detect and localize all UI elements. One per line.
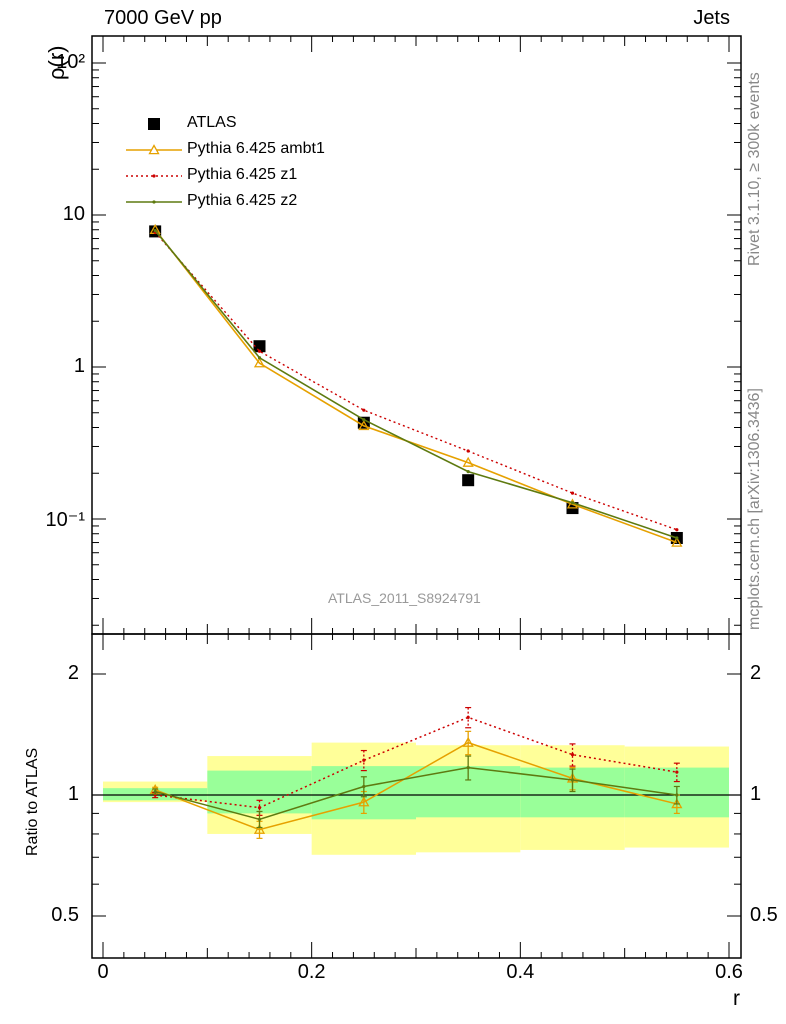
ratio-ytick-label-left: 2 [67, 662, 79, 684]
legend-triangle [148, 144, 160, 155]
z2-point-5 [675, 536, 679, 540]
ratio-bands [92, 742, 741, 855]
ratio-point-1-3 [466, 715, 470, 719]
ratio-point-2-0 [153, 789, 157, 794]
xtick-label: 0.2 [297, 961, 326, 983]
ratio-y-axis-label: Ratio to ATLAS [24, 747, 41, 856]
ratio-point-2-5 [675, 793, 679, 797]
main-line-2 [154, 231, 678, 531]
ratio-point-1-4 [570, 753, 575, 757]
z1-point-1 [257, 349, 262, 353]
ratio-ambt1-point-1 [253, 823, 266, 834]
header-left: 7000 GeV pp [104, 7, 222, 29]
ratio-point-2-4 [570, 778, 575, 782]
axes-frame [91, 35, 742, 959]
ratio-line-1 [155, 716, 677, 809]
xtick-label: 0 [97, 961, 109, 983]
legend-label-3: Pythia 6.425 z2 [187, 192, 298, 209]
main-ytick-label: 10⁻¹ [45, 509, 85, 531]
rivet-version-label: Rivet 3.1.10, ≥ 300k events [746, 72, 763, 266]
ratio-ytick-label-right: 1 [750, 783, 762, 805]
z1-point-2 [362, 408, 366, 412]
xtick-label: 0.6 [715, 961, 743, 983]
legend-label-2: Pythia 6.425 z1 [187, 166, 298, 183]
main-ytick-label: 10 [62, 203, 85, 225]
z2-point-3 [466, 470, 470, 474]
legend-dot-2 [152, 174, 156, 178]
mcplots-label: mcplots.cern.ch [arXiv:1306.3436] [746, 388, 763, 630]
ratio-point-2-3 [466, 765, 470, 770]
xtick-label: 0.4 [506, 961, 535, 983]
legend-dot-3 [152, 200, 156, 204]
ambt1-point-3 [462, 456, 474, 467]
ratio-point-1-1 [257, 806, 262, 810]
z1-point-4 [570, 491, 575, 495]
atlas-point-3 [462, 474, 475, 487]
ratio-point-1-5 [675, 770, 679, 774]
z2-point-0 [153, 228, 157, 233]
ratio-point-1-2 [362, 758, 366, 762]
ratio-ytick-label-left: 0.5 [51, 904, 79, 926]
z2-point-2 [362, 418, 366, 422]
main-line-1 [154, 229, 678, 544]
x-axis-label: r [733, 987, 740, 1010]
ratio-ambt1-point-3 [462, 736, 474, 747]
legend [126, 118, 182, 204]
ambt1-point-1 [253, 357, 266, 368]
analysis-label: ATLAS_2011_S8924791 [328, 590, 481, 606]
ratio-data [149, 706, 683, 839]
legend-label-0: ATLAS [187, 114, 237, 131]
ratio-line-2 [154, 766, 677, 821]
ratio-ytick-label-left: 1 [67, 783, 79, 805]
z1-point-5 [675, 528, 679, 532]
z2-point-4 [570, 501, 575, 505]
main-ytick-label: 10² [56, 51, 85, 73]
legend-atlas-marker [148, 118, 160, 130]
ambt1-point-5 [671, 536, 683, 547]
main-ytick-label: 1 [73, 355, 85, 377]
main-line-3 [154, 230, 678, 539]
ratio-ambt1-point-2 [358, 796, 370, 807]
ratio-ytick-label-right: 0.5 [750, 904, 778, 926]
ratio-point-2-2 [362, 784, 366, 789]
ratio-point-2-1 [257, 817, 262, 821]
z2-point-1 [257, 356, 262, 360]
main-data [149, 223, 683, 547]
ratio-ytick-label-right: 2 [750, 662, 762, 684]
atlas-point-1 [253, 340, 266, 353]
header-right: Jets [693, 7, 730, 29]
legend-label-1: Pythia 6.425 ambt1 [187, 140, 325, 157]
z1-point-3 [466, 449, 470, 453]
ambt1-point-2 [358, 420, 370, 431]
